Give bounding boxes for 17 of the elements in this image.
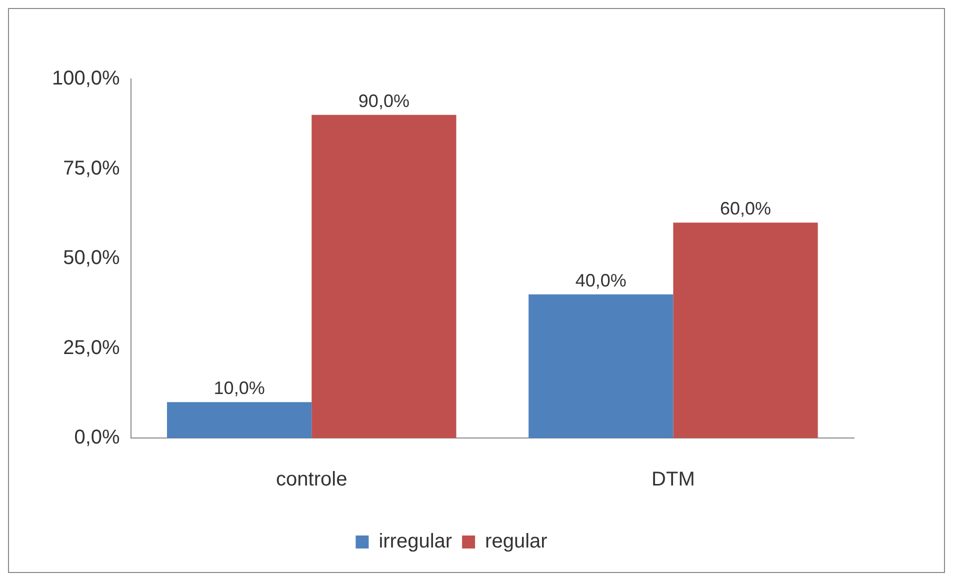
y-tick-label: 50,0% <box>63 247 120 270</box>
legend-label: regular <box>485 530 548 553</box>
data-label: 40,0% <box>575 270 626 290</box>
bar <box>673 222 818 438</box>
legend-label: irregular <box>378 530 452 553</box>
data-label: 10,0% <box>214 378 265 398</box>
data-label: 90,0% <box>358 90 410 111</box>
y-tick-label: 0,0% <box>74 426 120 449</box>
y-tick-label: 75,0% <box>63 157 120 180</box>
y-tick-label: 25,0% <box>63 336 120 359</box>
x-tick-label: DTM <box>652 468 695 491</box>
bar <box>166 402 312 438</box>
bar <box>312 114 456 438</box>
y-tick-label: 100,0% <box>52 68 120 90</box>
x-tick-label: controle <box>276 468 348 491</box>
bar <box>528 294 674 438</box>
data-label: 60,0% <box>720 198 772 219</box>
